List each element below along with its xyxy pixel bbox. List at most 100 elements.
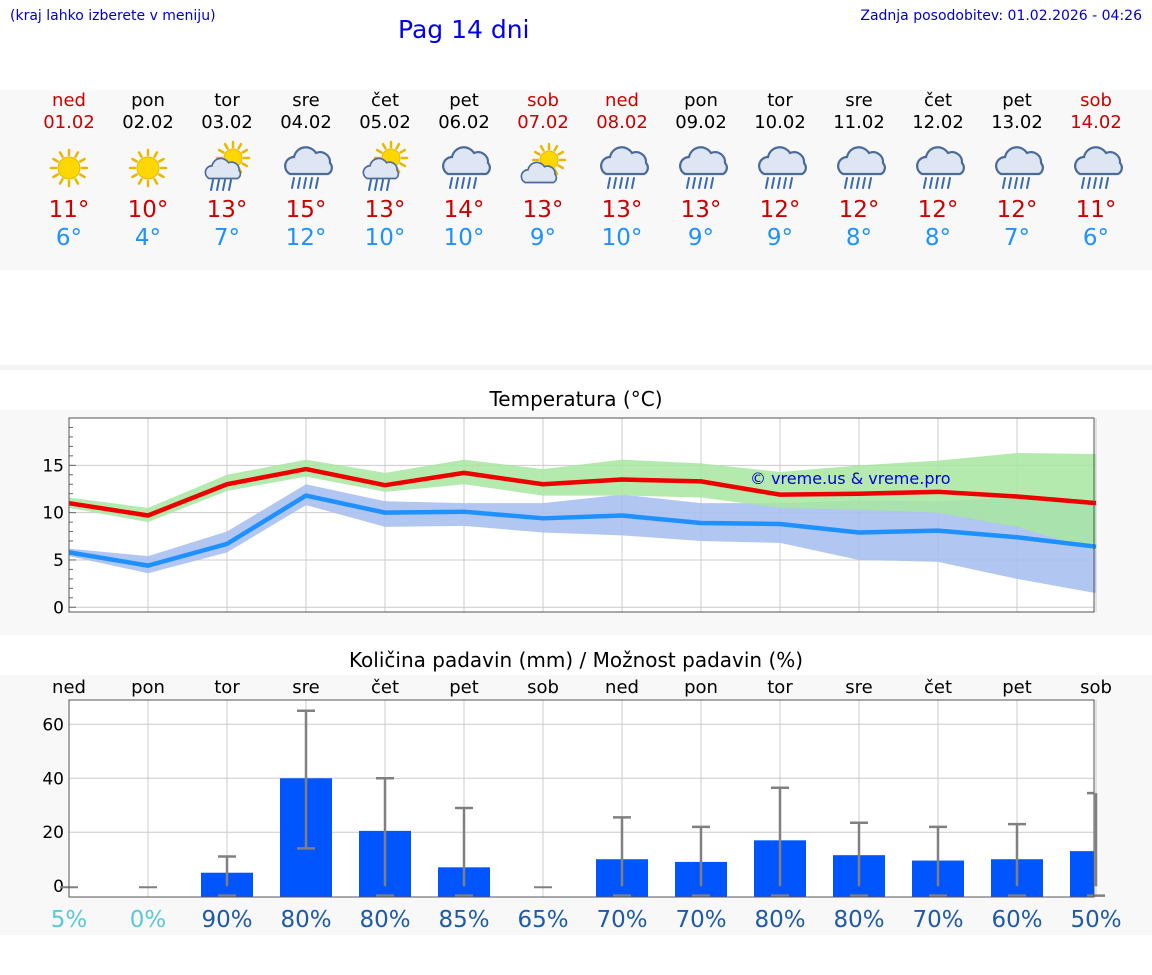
day-date: 12.02 <box>912 112 964 133</box>
cloud-rain-icon <box>679 146 728 189</box>
max-temp: 14° <box>443 197 485 223</box>
day-column: sob 14.02 11° 6° <box>1057 90 1135 252</box>
day-label: pon <box>131 677 165 698</box>
day-name: čet <box>370 90 400 111</box>
min-temp: 7° <box>213 225 241 251</box>
day-name: pet <box>1002 90 1032 111</box>
cloud-shape <box>362 157 400 180</box>
day-label: sre <box>845 677 872 698</box>
day-name: čet <box>923 90 953 111</box>
cloud-shape <box>995 146 1044 176</box>
min-temp: 9° <box>687 225 715 251</box>
max-temp: 13° <box>680 197 722 223</box>
day-column: sre 04.02 15° 12° <box>267 90 345 252</box>
temperature-chart-title: Temperatura (°C) <box>489 387 663 411</box>
day-column: čet 05.02 13° 10° <box>346 90 424 252</box>
day-date: 08.02 <box>596 112 648 133</box>
rain-drops <box>1002 177 1030 189</box>
min-temp: 10° <box>364 225 406 251</box>
day-name: sre <box>292 90 320 111</box>
y-tick-label: 0 <box>53 877 64 897</box>
sun-icon <box>128 148 168 188</box>
plot-frame <box>68 699 1095 898</box>
sun-shape <box>49 148 89 188</box>
min-temp: 10° <box>443 225 485 251</box>
day-date: 13.02 <box>991 112 1043 133</box>
day-column: pet 13.02 12° 7° <box>978 90 1056 252</box>
cloud-shape <box>758 146 807 176</box>
max-temp: 12° <box>838 197 880 223</box>
day-column: sob 07.02 13° 9° <box>504 90 582 252</box>
sun-shape <box>128 148 168 188</box>
precip-probability: 0% <box>130 907 167 933</box>
precip-probability: 80% <box>280 907 331 933</box>
rain-drops <box>607 177 635 189</box>
min-temp: 12° <box>285 225 327 251</box>
cloud-rain-icon <box>916 146 965 189</box>
cloud-shape <box>837 146 886 176</box>
day-name: sob <box>527 90 559 111</box>
daily-forecast-panel: ned 01.02 11° 6° pon 02.02 10° 4° tor 03.02 13° 7° s… <box>0 90 1152 270</box>
day-label: čet <box>924 677 952 698</box>
day-label: pet <box>1002 677 1032 698</box>
cloud-shape <box>600 146 649 176</box>
cloud-rain-icon <box>1074 146 1123 189</box>
day-name: pon <box>131 90 165 111</box>
day-label: tor <box>214 677 240 698</box>
y-tick-label: 60 <box>42 715 64 735</box>
cloud-shape <box>284 146 333 176</box>
min-temp: 8° <box>924 225 952 251</box>
cloud-rain-icon <box>600 146 649 189</box>
min-range-band <box>69 484 1096 594</box>
cloud-shape <box>916 146 965 176</box>
max-temp: 12° <box>996 197 1038 223</box>
cloud-shape <box>679 146 728 176</box>
separator <box>0 365 1152 370</box>
rain-drops <box>923 177 951 189</box>
precipitation-chart: ned pon tor sre čet pet sob ned pon tor sre čet pet s… <box>42 677 1121 933</box>
day-label: čet <box>371 677 399 698</box>
watermark: © vreme.us & vreme.pro <box>750 469 951 488</box>
day-date: 01.02 <box>43 112 95 133</box>
rain-drops <box>291 177 319 189</box>
y-tick-label: 5 <box>53 551 64 571</box>
y-tick-label: 15 <box>42 456 64 476</box>
min-temperature-line <box>68 493 1097 568</box>
location-hint: (kraj lahko izberete v meniju) <box>10 8 216 24</box>
day-name: ned <box>605 90 639 111</box>
precip-probability: 50% <box>1070 907 1121 933</box>
max-temp: 13° <box>364 197 406 223</box>
day-date: 05.02 <box>359 112 411 133</box>
min-temp: 9° <box>529 225 557 251</box>
day-column: tor 03.02 13° 7° <box>188 90 266 252</box>
day-name: sob <box>1080 90 1112 111</box>
rain-drops <box>765 177 793 189</box>
max-range-band <box>69 453 1096 551</box>
y-tick-label: 0 <box>53 598 64 618</box>
max-temperature-line <box>68 466 1097 518</box>
y-tick-label: 10 <box>42 504 64 524</box>
day-date: 11.02 <box>833 112 885 133</box>
day-column: sre 11.02 12° 8° <box>820 90 898 252</box>
max-temp: 13° <box>522 197 564 223</box>
day-label: sre <box>292 677 319 698</box>
precip-probability: 70% <box>675 907 726 933</box>
max-temp: 15° <box>285 197 327 223</box>
day-name: tor <box>214 90 240 111</box>
min-temp: 6° <box>55 225 83 251</box>
cloud-shape <box>204 157 242 180</box>
day-column: ned 08.02 13° 10° <box>583 90 661 252</box>
day-name: ned <box>52 90 86 111</box>
day-column: tor 10.02 12° 9° <box>741 90 819 252</box>
precip-probability: 90% <box>201 907 252 933</box>
day-date: 03.02 <box>201 112 253 133</box>
precip-probability: 70% <box>596 907 647 933</box>
day-column: pon 02.02 10° 4° <box>109 90 187 252</box>
precip-probability: 65% <box>517 907 568 933</box>
max-temp: 11° <box>1075 197 1117 223</box>
cloud-rain-icon <box>995 146 1044 189</box>
cloud-rain-icon <box>442 146 491 189</box>
precip-probability: 70% <box>912 907 963 933</box>
sun-cloud-icon <box>520 142 567 184</box>
day-label: pet <box>449 677 479 698</box>
